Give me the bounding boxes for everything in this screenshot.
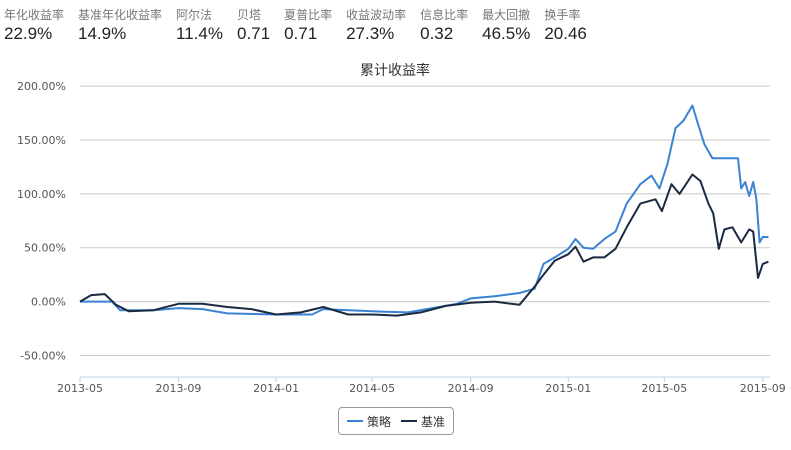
legend-swatch	[401, 420, 417, 422]
stat-label: 年化收益率	[4, 8, 65, 22]
stat-6: 信息比率 0.32	[420, 6, 468, 44]
x-tick-label: 2014-01	[253, 382, 299, 395]
stat-value: 20.46	[544, 24, 587, 43]
stat-2: 阿尔法 11.4%	[176, 6, 223, 44]
stat-label: 夏普比率	[284, 8, 333, 22]
y-tick-label: 0.00%	[31, 296, 66, 309]
x-tick-label: 2014-05	[349, 382, 395, 395]
x-tick-label: 2013-05	[57, 382, 103, 395]
y-tick-label: 100.00%	[17, 188, 66, 201]
stat-value: 14.9%	[78, 24, 127, 43]
y-tick-label: 50.00%	[24, 242, 66, 255]
legend: 策略 基准	[338, 407, 454, 435]
y-tick-label: -50.00%	[20, 349, 66, 362]
legend-label: 策略	[366, 414, 391, 429]
stat-value: 0.71	[284, 24, 318, 43]
legend-label: 基准	[421, 414, 446, 429]
chart-title: 累计收益率	[360, 62, 430, 79]
x-tick-label: 2015-05	[641, 382, 687, 395]
stat-4: 夏普比率 0.71	[284, 6, 332, 44]
stat-value: 46.5%	[482, 24, 531, 43]
stat-value: 0.32	[420, 24, 454, 43]
x-tick-label: 2015-09	[740, 382, 786, 395]
x-tick-label: 2013-09	[155, 382, 201, 395]
stat-label: 最大回撤	[482, 8, 531, 22]
stat-value: 0.71	[236, 24, 271, 43]
stat-3: 贝塔 0.71	[237, 6, 270, 44]
stat-5: 收益波动率 27.3%	[346, 6, 406, 44]
stat-label: 贝塔	[236, 8, 261, 22]
x-tick-label: 2015-01	[545, 382, 591, 395]
series-line-strategy	[80, 104, 769, 316]
y-tick-label: 150.00%	[17, 134, 66, 147]
stat-1: 基准年化收益率 14.9%	[78, 6, 162, 44]
stat-7: 最大回撤 46.5%	[482, 6, 530, 44]
stat-8: 换手率 20.46	[544, 6, 587, 44]
legend-item-strategy[interactable]: 策略	[346, 413, 391, 430]
series-line-benchmark	[79, 173, 769, 317]
stat-label: 阿尔法	[176, 8, 213, 22]
stat-label: 信息比率	[420, 8, 469, 22]
legend-swatch	[346, 420, 363, 422]
stat-value: 11.4%	[176, 24, 223, 43]
legend-item-benchmark[interactable]: 基准	[401, 413, 445, 430]
y-tick-label: 200.00%	[17, 80, 66, 93]
stat-0: 年化收益率 22.9%	[4, 6, 64, 44]
stat-label: 换手率	[544, 8, 581, 22]
x-tick-label: 2014-09	[448, 382, 494, 395]
stat-value: 22.9%	[4, 24, 53, 43]
stat-value: 27.3%	[346, 24, 395, 43]
stat-label: 基准年化收益率	[78, 8, 163, 22]
stats-bar: 年化收益率 22.9% 基准年化收益率 14.9% 阿尔法 11.4% 贝塔 0.71 夏普比率…	[4, 6, 601, 44]
stat-label: 收益波动率	[346, 8, 407, 22]
